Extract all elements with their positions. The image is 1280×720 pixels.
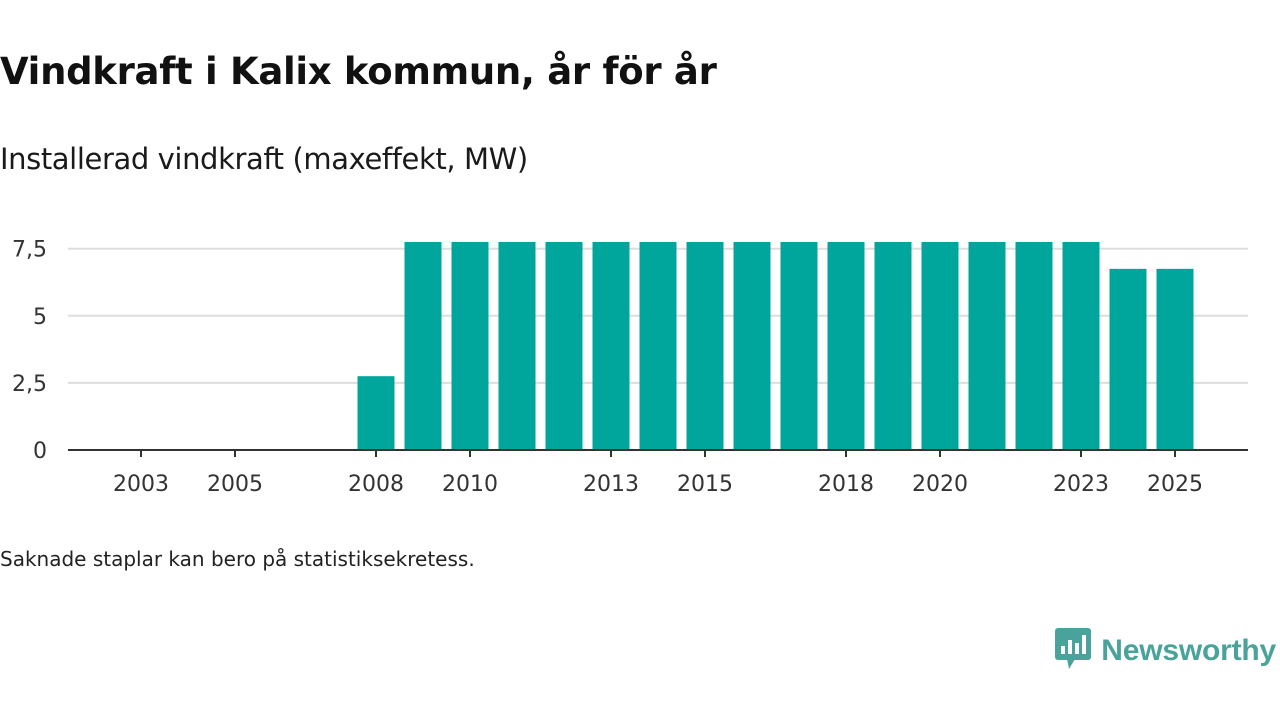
x-tick-label: 2005 xyxy=(207,472,263,497)
bars xyxy=(357,242,1194,450)
bar-2021 xyxy=(968,242,1006,450)
chart-title: Vindkraft i Kalix kommun, år för år xyxy=(0,50,717,93)
bar-2011 xyxy=(498,242,536,450)
footnote: Saknade staplar kan bero på statistiksek… xyxy=(0,547,475,571)
x-tick-label: 2023 xyxy=(1053,472,1109,497)
y-tick-label: 7,5 xyxy=(12,238,47,263)
bar-2015 xyxy=(686,242,724,450)
x-tick-label: 2015 xyxy=(677,472,733,497)
x-tick-label: 2008 xyxy=(348,472,404,497)
bar-2020 xyxy=(921,242,959,450)
bar-2025 xyxy=(1156,268,1194,450)
bar-2018 xyxy=(827,242,865,450)
y-tick-label: 2,5 xyxy=(12,372,47,397)
bar-2024 xyxy=(1109,268,1147,450)
chart-subtitle: Installerad vindkraft (maxeffekt, MW) xyxy=(0,142,528,176)
bar-2009 xyxy=(404,242,442,450)
y-tick-label: 5 xyxy=(33,305,47,330)
y-axis-labels: 0 2,5 5 7,5 xyxy=(12,238,47,464)
bar-2008 xyxy=(357,376,395,450)
x-axis-labels: 2003 2005 2008 2010 2013 2015 2018 2020 2023 2025 xyxy=(113,472,1203,497)
bar-2023 xyxy=(1062,242,1100,450)
bar-2013 xyxy=(592,242,630,450)
newsworthy-logo-icon xyxy=(1055,628,1092,674)
brand-logo[interactable]: Newsworthy xyxy=(1055,628,1276,674)
bar-chart: 0 2,5 5 7,5 2003 2005 2008 2010 2013 2015 2018 202… xyxy=(12,238,1248,497)
x-tick-label: 2018 xyxy=(818,472,874,497)
y-tick-label: 0 xyxy=(33,439,47,464)
bar-2022 xyxy=(1015,242,1053,450)
x-axis xyxy=(68,449,1248,457)
x-tick-label: 2025 xyxy=(1147,472,1203,497)
x-tick-label: 2013 xyxy=(583,472,639,497)
brand-name: Newsworthy xyxy=(1101,634,1276,667)
bar-2010 xyxy=(451,242,489,450)
bar-2014 xyxy=(639,242,677,450)
bar-2016 xyxy=(733,242,771,450)
bar-2019 xyxy=(874,242,912,450)
bar-2017 xyxy=(780,242,818,450)
x-tick-label: 2010 xyxy=(442,472,498,497)
x-tick-label: 2003 xyxy=(113,472,169,497)
bar-2012 xyxy=(545,242,583,450)
x-tick-label: 2020 xyxy=(912,472,968,497)
